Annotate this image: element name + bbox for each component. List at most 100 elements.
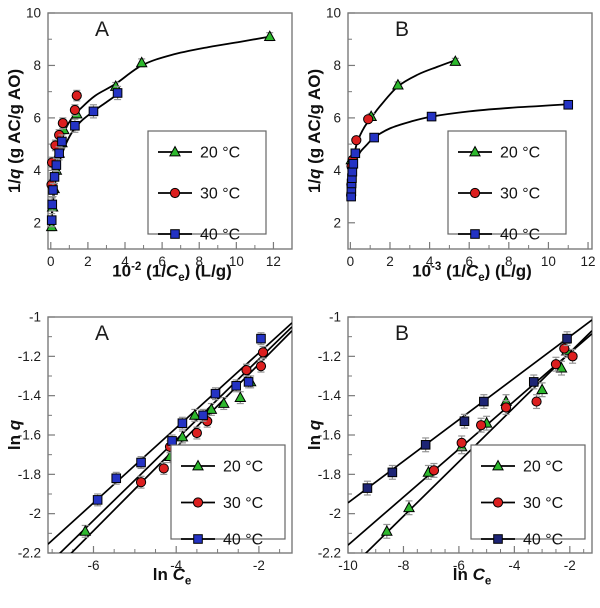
data-point-square (54, 148, 64, 159)
legend-marker-circle (169, 187, 181, 199)
legend: 20 °C 30 °C 40 °C (170, 444, 286, 549)
data-point-square (48, 185, 58, 195)
y-tick-label: -1.6 (318, 428, 341, 443)
data-point-circle (428, 465, 440, 476)
y-tick-label: -1 (29, 310, 41, 325)
data-point-circle (69, 104, 81, 116)
data-point-square (46, 215, 57, 225)
data-point-square (47, 199, 58, 210)
legend: 20 °C 30 °C 40 °C (447, 130, 567, 244)
y-tick-label: 2 (333, 215, 341, 230)
x-tick-label: 6 (158, 254, 166, 269)
data-point-square (563, 99, 574, 110)
x-tick-label: -2 (253, 558, 265, 573)
x-tick-label: 12 (581, 254, 596, 269)
data-point-triangle (234, 391, 247, 403)
axis-label-part: ) (L/g) (484, 261, 532, 281)
legend-marker-square (470, 229, 480, 239)
data-point-square (177, 418, 188, 429)
y-axis-label: 1/q (g AC/g AO) (5, 69, 25, 193)
x-tick-label: -6 (453, 558, 465, 573)
y-axis-label: ln q (305, 420, 325, 450)
y-tick-label: -1.4 (318, 388, 342, 403)
data-point-circle (475, 420, 487, 431)
legend: 20 °C 30 °C 40 °C (147, 130, 267, 244)
legend-label: 30 °C (200, 186, 240, 203)
panel-B-langmuir-plot: 0 2 4 6 8 10 12 2 4 6 8 10 20 °C 30 °C 40 °C B 1/q (g … (300, 0, 600, 304)
axes: 0 2 4 6 8 10 12 2 4 6 8 10 (26, 6, 293, 269)
axis-label-part: 10 (112, 261, 132, 281)
plot-frame (347, 12, 593, 250)
series-40C (362, 331, 572, 496)
legend-marker-triangle (169, 145, 181, 157)
series-30C (428, 340, 578, 478)
axis-label-part: -3 (431, 261, 442, 273)
data-point-square (51, 160, 62, 170)
panel-B-freundlich-plot: -10 -8 -6 -4 -2 -2.2 -2 -1.8 -1.6 -1.4 -1.2 -1 20 °C… (300, 304, 600, 608)
data-point-square (88, 106, 99, 117)
data-point-circle (500, 402, 512, 413)
axis-label-part: e (184, 575, 192, 588)
panel-letter: B (395, 18, 411, 41)
chart-A-langmuir-canvas: 0 2 4 6 8 10 12 2 4 6 8 10 20 °C 30 °C 40 °C (26, 6, 293, 269)
y-tick-label: 8 (33, 58, 41, 73)
x-tick-label: -6 (87, 558, 99, 573)
x-tick-label: 0 (47, 254, 55, 269)
y-tick-label: -1.4 (18, 388, 42, 403)
axis-label-part: 1/ (305, 178, 324, 194)
y-tick-label: -2.2 (18, 546, 41, 561)
x-axis-label: 10-2 (1/Ce) (L/g) (112, 261, 232, 284)
panel-letter: A (95, 322, 111, 345)
data-point-triangle (217, 397, 230, 408)
chart-B-langmuir-canvas: 0 2 4 6 8 10 12 2 4 6 8 10 20 °C 30 °C 40 °C (326, 6, 596, 270)
y-tick-label: -1.8 (18, 467, 41, 482)
y-tick-label: 8 (333, 58, 341, 73)
legend-box (147, 130, 267, 235)
data-point-square (243, 377, 254, 387)
axes: -10 -8 -6 -4 -2 -2.2 -2 -1.8 -1.6 -1.4 -1.2 -1 (318, 310, 593, 573)
axis-label-part: C (165, 261, 179, 281)
x-tick-label: 2 (386, 254, 394, 269)
y-tick-label: -1.8 (318, 467, 341, 482)
y-tick-label: -2.2 (318, 546, 341, 561)
x-tick-label: -2 (564, 558, 576, 573)
axis-label-part: -2 (131, 261, 142, 273)
y-tick-label: -1.2 (18, 349, 41, 364)
legend-marker-triangle (469, 145, 481, 157)
x-tick-label: -4 (170, 558, 182, 573)
data-point-square (426, 111, 437, 122)
x-tick-label: 4 (426, 254, 434, 269)
data-point-circle (191, 427, 202, 439)
axis-label-part: ln (452, 565, 473, 584)
legend-label: 20 °C (523, 459, 563, 476)
axis-label-part: (1/ (141, 261, 166, 281)
axes: -6 -4 -2 -2.2 -2 -1.8 -1.6 -1.4 -1.2 -1 (18, 310, 293, 573)
y-tick-label: -1 (329, 310, 341, 325)
y-tick-label: 4 (33, 163, 41, 178)
axis-label-part: ln (152, 565, 173, 584)
y-tick-label: 6 (333, 110, 341, 125)
data-point-triangle (536, 383, 549, 395)
y-tick-label: 10 (326, 6, 341, 21)
axis-label-part: (1/ (441, 261, 466, 281)
axis-label-part: q (305, 419, 324, 431)
fit-line-fit-40C (48, 322, 292, 545)
legend-box (470, 444, 586, 540)
data-point-square (210, 388, 221, 399)
data-point-square (136, 457, 146, 468)
data-point-circle (135, 477, 147, 488)
legend-label: 30 °C (500, 186, 540, 203)
axes: 0 2 4 6 8 10 12 2 4 6 8 10 (326, 6, 596, 270)
axis-label-part: C (172, 565, 185, 584)
legend-marker-square (493, 534, 503, 544)
data-point-square (256, 333, 266, 344)
data-point-square (479, 396, 489, 407)
x-tick-label: -8 (397, 558, 409, 573)
series-40C (92, 332, 266, 507)
data-point-square (369, 132, 379, 143)
data-point-triangle (380, 524, 393, 536)
data-point-square (387, 467, 398, 478)
legend: 20 °C 30 °C 40 °C (470, 444, 586, 549)
data-point-square (70, 120, 80, 131)
data-point-square (92, 495, 103, 505)
